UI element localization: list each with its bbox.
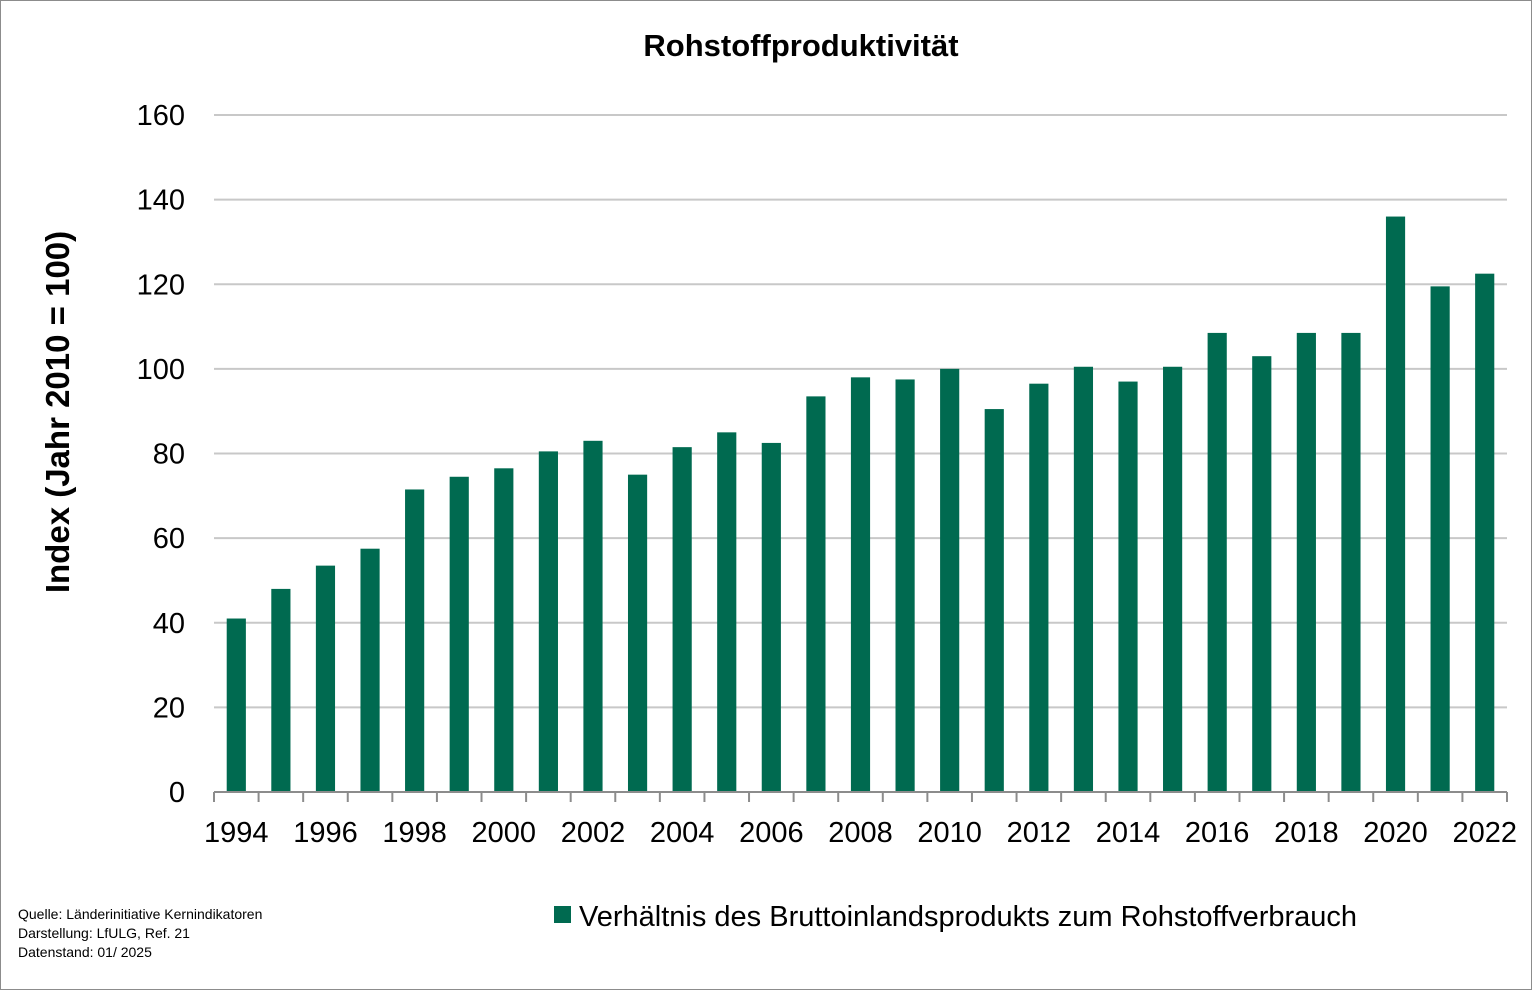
axes <box>213 791 1508 802</box>
bar <box>1073 366 1094 792</box>
bar <box>449 476 469 792</box>
bar <box>627 474 648 792</box>
chart-title: Rohstoffproduktivität <box>643 28 958 63</box>
x-tick-label: 2016 <box>1185 817 1250 849</box>
y-tick-label: 0 <box>169 777 185 809</box>
x-tick-label: 2014 <box>1096 817 1161 849</box>
bar <box>315 565 336 792</box>
legend-label: Verhältnis des Bruttoinlandsprodukts zum… <box>579 901 1357 933</box>
bar <box>761 442 781 792</box>
bar <box>405 489 425 792</box>
bars <box>226 216 1495 793</box>
date-note: Datenstand: 01/ 2025 <box>18 944 152 960</box>
bar <box>1252 356 1272 792</box>
bar <box>1118 381 1138 792</box>
bar <box>672 447 692 792</box>
y-axis-label: Index (Jahr 2010 = 100) <box>39 231 76 593</box>
y-tick-label: 80 <box>153 439 185 471</box>
bar <box>1029 383 1049 792</box>
bar <box>1163 366 1183 792</box>
bar <box>1341 332 1361 792</box>
bar <box>1475 273 1495 792</box>
bar <box>850 377 871 792</box>
source-note: Quelle: Länderinitiative Kernindikatoren <box>18 906 262 922</box>
x-tick-label: 2000 <box>472 817 537 849</box>
x-tick-label: 2022 <box>1452 817 1517 849</box>
y-tick-label: 160 <box>137 100 185 132</box>
x-tick-label: 2006 <box>739 817 804 849</box>
bar <box>717 432 737 792</box>
bar <box>494 468 514 792</box>
x-tick-label: 1998 <box>382 817 447 849</box>
y-tick-label: 40 <box>153 608 185 640</box>
bar <box>1207 332 1227 792</box>
x-tick-label: 2008 <box>828 817 893 849</box>
bar <box>271 588 291 792</box>
x-tick-label: 2004 <box>650 817 715 849</box>
x-tick-label: 2002 <box>561 817 626 849</box>
bar <box>538 451 558 792</box>
source-notes: Quelle: Länderinitiative Kernindikatoren… <box>18 906 262 960</box>
y-tick-label: 120 <box>137 269 185 301</box>
bar <box>895 379 915 792</box>
x-tick-label: 1996 <box>293 817 358 849</box>
legend-swatch <box>554 906 571 923</box>
y-tick-label: 100 <box>137 354 185 386</box>
bar <box>583 440 603 792</box>
y-tick-label: 60 <box>153 523 185 555</box>
bar <box>360 548 380 792</box>
bar <box>1430 286 1450 792</box>
bar <box>1296 332 1316 792</box>
x-tick-label: 1994 <box>204 817 269 849</box>
bar <box>806 396 826 792</box>
x-tick-label: 2018 <box>1274 817 1339 849</box>
x-tick-label: 2012 <box>1007 817 1072 849</box>
bar <box>940 368 960 792</box>
author-note: Darstellung: LfULG, Ref. 21 <box>18 925 190 941</box>
y-tick-label: 140 <box>137 185 185 217</box>
bar <box>226 618 246 792</box>
x-tick-label: 2020 <box>1363 817 1428 849</box>
bar <box>984 409 1004 792</box>
tick-labels: 0 20 40 60 80 100 120 140 160 1994 1996 1998 2000 200… <box>137 100 1517 849</box>
y-tick-label: 20 <box>153 692 185 724</box>
bar <box>1385 216 1406 793</box>
legend: Verhältnis des Bruttoinlandsprodukts zum… <box>554 901 1357 933</box>
x-tick-label: 2010 <box>917 817 982 849</box>
